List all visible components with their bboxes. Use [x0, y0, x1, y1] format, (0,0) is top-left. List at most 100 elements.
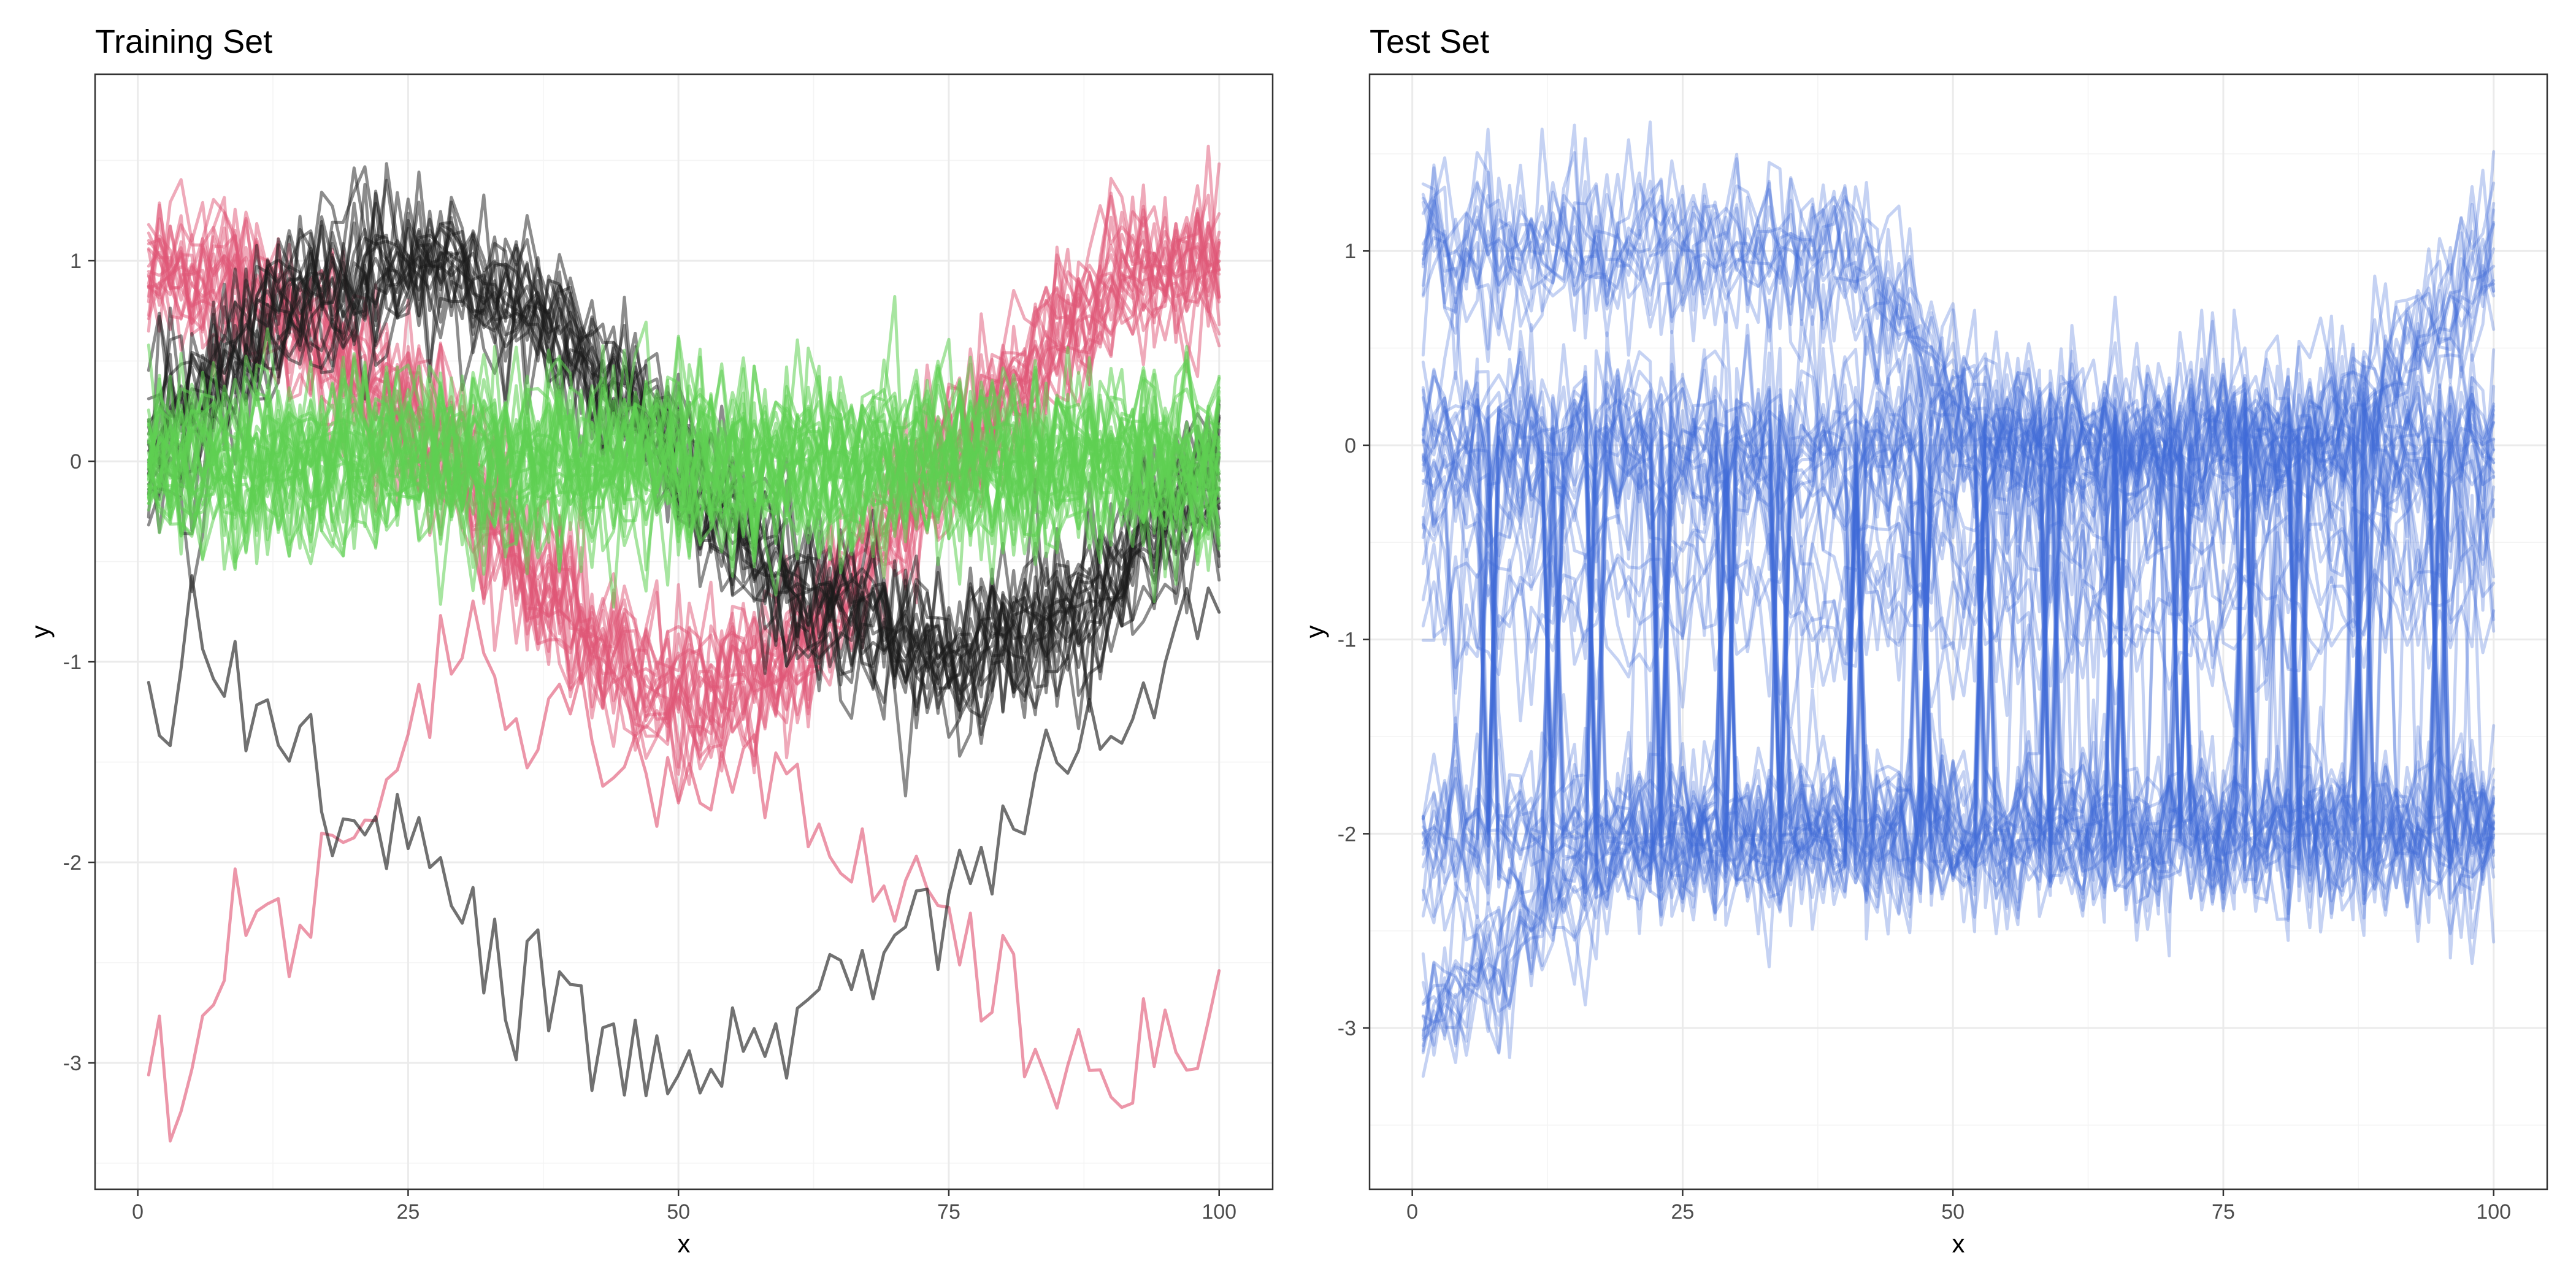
y-tick-label: 1 [70, 250, 82, 273]
series-line-red [147, 193, 1221, 759]
series-line [1421, 347, 2496, 910]
series-line [1421, 369, 2496, 943]
highlighted-series-line [147, 574, 1221, 1097]
series-line [1421, 316, 2496, 701]
series-line [1421, 324, 2496, 707]
series-line [1421, 315, 2496, 957]
series-group [1421, 120, 2496, 1078]
y-tick-label: -3 [63, 1052, 82, 1075]
series-group [147, 144, 1221, 1143]
y-axis-label: y [1300, 626, 1329, 638]
series-line [1421, 386, 2496, 921]
series-line [1421, 436, 2496, 1048]
series-line-green [147, 362, 1221, 573]
series-line [1421, 318, 2496, 776]
series-line [1421, 356, 2496, 965]
series-line [1421, 283, 2496, 924]
y-tick-label: -3 [1338, 1017, 1356, 1040]
series-line [1421, 315, 2496, 942]
series-line [1421, 138, 2496, 565]
chart-title: Training Set [95, 23, 272, 60]
series-line [1421, 418, 2496, 1078]
series-line [1421, 120, 2496, 511]
series-line [1421, 318, 2496, 723]
series-line [1421, 151, 2496, 527]
y-tick-label: -1 [63, 651, 82, 674]
series-line [1421, 335, 2496, 932]
series-line-green [147, 351, 1221, 587]
x-axis-label: x [678, 1229, 691, 1258]
y-tick-label: -1 [1338, 629, 1356, 652]
y-tick-label: 0 [70, 450, 82, 473]
series-line [1421, 311, 2496, 691]
series-line [1421, 329, 2496, 931]
series-line [1421, 159, 2496, 558]
chart-training-set: Training Set 0 25 50 75 100 -3 -2 -1 0 1 x y [26, 23, 1274, 1258]
series-line [1421, 386, 2496, 937]
x-tick-label: 75 [2212, 1200, 2235, 1224]
x-axis-label: x [1952, 1229, 1965, 1258]
y-tick-label: -2 [63, 851, 82, 875]
series-line [1421, 166, 2496, 537]
series-line [1421, 350, 2496, 697]
y-axis-label: y [26, 626, 55, 638]
series-line [1421, 188, 2496, 549]
series-line-red [147, 194, 1221, 770]
series-line [1421, 370, 2496, 1024]
series-line [1421, 396, 2496, 1055]
series-line [1421, 369, 2496, 907]
x-tick-label: 75 [937, 1200, 960, 1224]
series-line [1421, 334, 2496, 960]
series-line [1421, 348, 2496, 709]
chart-title: Test Set [1370, 23, 1489, 60]
series-line [1421, 443, 2496, 1041]
series-line [1421, 157, 2496, 562]
axis-ticks: 0 25 50 75 100 -3 -2 -1 0 1 [63, 250, 1236, 1224]
grid [1370, 74, 2547, 1189]
plot-panel-border [1368, 73, 2548, 1190]
x-tick-label: 0 [132, 1200, 144, 1224]
x-tick-label: 100 [1202, 1200, 1236, 1224]
x-tick-label: 25 [396, 1200, 420, 1224]
plot-panel-border [94, 73, 1274, 1190]
series-line [1421, 420, 2496, 1057]
series-line [1421, 356, 2496, 901]
series-line [1421, 163, 2496, 490]
series-line [1421, 331, 2496, 700]
series-line-green [147, 343, 1221, 550]
series-line [1421, 347, 2496, 931]
series-line [1421, 323, 2496, 939]
series-line [1421, 329, 2496, 683]
series-line [1421, 347, 2496, 936]
axis-ticks: 0 25 50 75 100 -3 -2 -1 0 1 [1338, 240, 2511, 1224]
series-line [1421, 434, 2496, 1059]
series-line [1421, 123, 2496, 542]
series-line [1421, 351, 2496, 918]
series-line [1421, 434, 2496, 1064]
y-tick-label: 0 [1344, 434, 1356, 458]
series-line [1421, 418, 2496, 1057]
y-tick-label: 1 [1344, 240, 1356, 263]
chart-test-set: Test Set 0 25 50 75 100 -3 -2 -1 0 1 x y [1300, 23, 2548, 1258]
series-line [1421, 442, 2496, 1043]
series-line [1421, 450, 2496, 1054]
series-line [1421, 428, 2496, 1047]
series-line [1421, 342, 2496, 919]
series-line [1421, 309, 2496, 717]
series-line [1421, 353, 2496, 754]
series-line [1421, 150, 2496, 556]
series-line [1421, 447, 2496, 1040]
series-line [1421, 359, 2496, 918]
series-line [1421, 348, 2496, 728]
series-line [1421, 367, 2496, 926]
series-line [1421, 331, 2496, 927]
series-line [1421, 349, 2496, 968]
series-line [1421, 399, 2496, 1052]
plot-background [1370, 74, 2547, 1189]
x-tick-label: 25 [1671, 1200, 1694, 1224]
series-line [1421, 299, 2496, 745]
series-line [1421, 172, 2496, 498]
series-line [1421, 296, 2496, 729]
series-line [1421, 128, 2496, 596]
